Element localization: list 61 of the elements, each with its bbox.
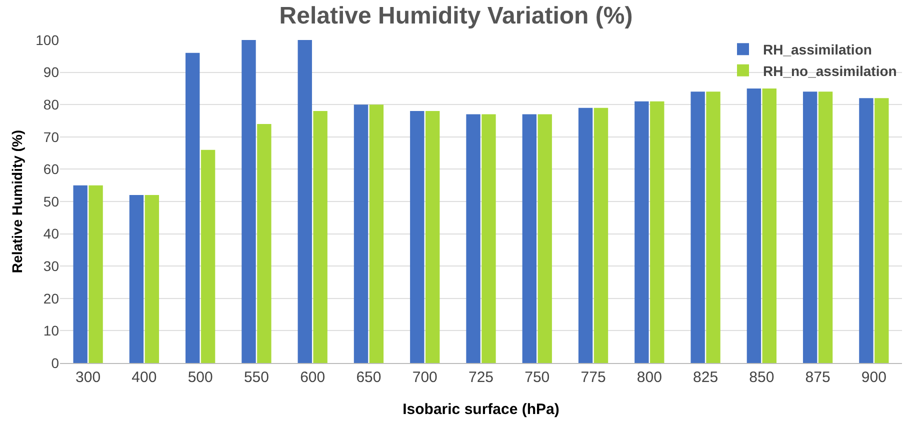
y-tick-label: 90 [43,64,60,80]
y-tick-label: 60 [43,161,60,178]
y-tick-label: 0 [51,354,60,371]
bar [73,185,88,363]
chart-title: Relative Humidity Variation (%) [279,2,633,30]
y-tick-label: 30 [43,258,60,274]
legend-label: RH_assimilation [763,42,872,58]
y-tick-label: 40 [43,226,60,242]
bar [594,108,608,363]
x-tick-label: 875 [805,369,830,386]
bar [144,195,160,363]
legend-label: RH_no_assimilation [763,62,897,79]
x-tick-label: 600 [300,369,326,386]
x-tick-label: 650 [356,369,382,386]
x-tick-label: 800 [636,369,662,386]
bar [410,111,424,363]
x-tick-label: 500 [188,369,213,386]
bar [425,111,440,363]
x-axis-title: Isobaric surface (hPa) [402,401,560,418]
bar [706,92,720,363]
x-tick-label: 700 [412,369,438,386]
bar [578,108,593,363]
x-tick-label: 775 [580,369,606,386]
x-tick-label: 750 [524,369,550,386]
bar [257,124,272,363]
bar [802,92,818,363]
bar [298,40,312,363]
bar [129,195,144,363]
bar [746,88,762,363]
bar [859,98,874,363]
y-tick-label: 20 [43,290,60,306]
bar [522,114,537,363]
x-tick-label: 725 [468,369,494,386]
y-tick-label: 50 [43,193,60,210]
y-tick-label: 10 [43,322,60,339]
x-tick-label: 850 [749,369,774,386]
bar [88,185,103,363]
x-tick-label: 550 [244,369,269,386]
bar [313,111,328,363]
bar [354,104,368,363]
bar [538,114,552,363]
bar [369,104,384,363]
x-tick-label: 400 [132,369,157,386]
bar [466,114,480,363]
bar [690,92,705,363]
bar [186,52,200,363]
y-tick-label: 100 [36,32,60,48]
bar [650,101,664,363]
bar [818,92,833,363]
x-tick-label: 900 [861,369,886,386]
bar [874,98,889,363]
x-tick-label: 825 [693,369,718,386]
bar [242,40,256,363]
bar [482,114,496,363]
bar [200,150,216,363]
bar [634,101,649,363]
y-axis-title: Relative Humidity (%) [9,130,25,274]
bar [762,88,776,363]
y-tick-label: 80 [43,96,60,112]
x-tick-label: 300 [76,369,101,386]
y-tick-label: 70 [43,128,60,145]
